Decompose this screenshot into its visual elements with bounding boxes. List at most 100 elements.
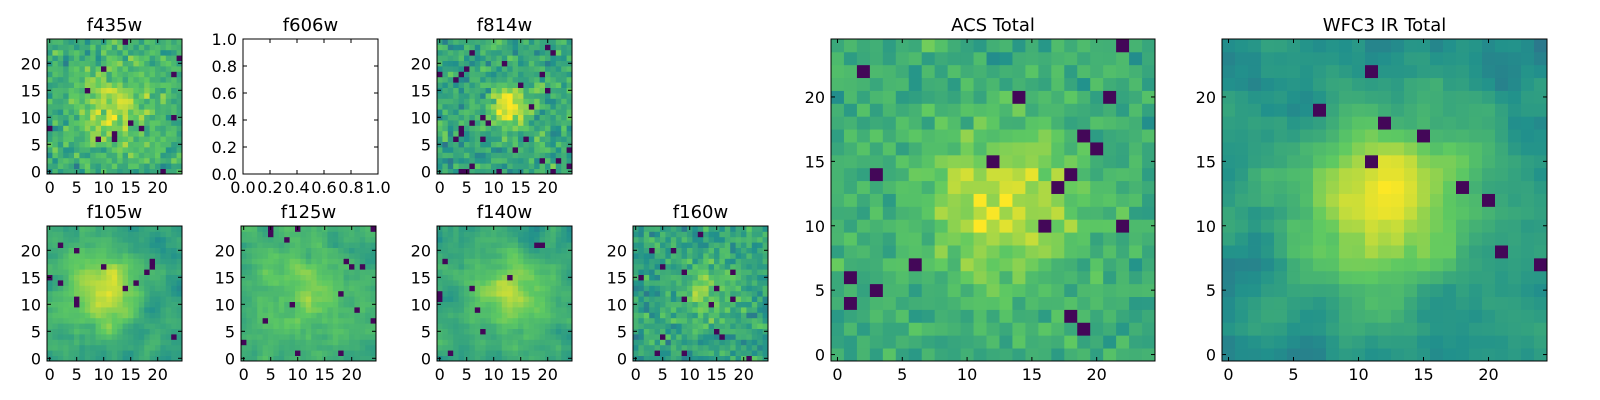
heatmap-cell [496,76,503,83]
heatmap-cell [660,269,666,275]
heatmap-cell [160,168,167,175]
heatmap-cell [751,242,758,248]
heatmap-cell [687,312,693,319]
heatmap-cell [155,98,161,105]
heatmap-cell [697,285,704,292]
heatmap-cell [74,328,80,335]
heatmap-cell [1103,245,1117,259]
heatmap-cell [117,328,123,335]
heatmap-cell [246,231,253,238]
heatmap-cell [1116,257,1130,272]
heatmap-cell [122,152,129,159]
heatmap-cell [74,163,80,169]
heatmap-cell [550,130,557,137]
heatmap-cell [1391,245,1405,259]
y-tick-label: 10 [21,108,41,127]
heatmap-cell [128,328,134,335]
heatmap-cell [633,307,639,313]
heatmap-cell [724,247,731,254]
y-tick-label: 5 [31,135,41,154]
heatmap-cell [555,312,562,319]
heatmap-cell [1116,219,1130,233]
heatmap-cell [447,71,454,78]
heatmap-cell [741,344,747,351]
heatmap-cell [171,39,177,45]
heatmap-cell [165,247,172,254]
heatmap-cell [63,344,69,351]
heatmap-cell [528,280,535,286]
heatmap-cell [327,280,334,286]
heatmap-cell [895,348,910,362]
heatmap-cell [649,307,655,313]
heatmap-cell [843,167,858,182]
heatmap-cell [708,339,715,346]
heatmap-cell [95,87,102,94]
heatmap-cell [284,274,290,281]
heatmap-cell [539,163,546,169]
heatmap-cell [74,231,80,238]
heatmap-cell [95,130,102,137]
heatmap-cell [518,136,524,142]
heatmap-cell [491,350,497,356]
heatmap-cell [165,152,172,159]
heatmap-cell [1495,309,1509,323]
heatmap-cell [165,55,172,61]
heatmap-cell [545,71,551,78]
heatmap-cell [79,339,86,346]
heatmap-cell [74,87,80,94]
heatmap-cell [501,339,508,346]
heatmap-cell [464,55,470,61]
heatmap-cell [507,280,513,286]
heatmap-cell [149,114,156,121]
heatmap-cell [128,136,134,142]
heatmap-cell [1404,219,1418,233]
heatmap-cell [501,120,508,126]
heatmap-cell [1378,193,1392,207]
heatmap-cell [246,247,253,254]
heatmap-cell [1077,116,1091,130]
heatmap-cell [999,219,1013,233]
heatmap-cell [349,247,355,254]
heatmap-cell [68,339,75,346]
heatmap-cell [165,71,172,78]
heatmap-cell [144,141,150,148]
heatmap-cell [155,317,161,324]
heatmap-cell [480,49,486,56]
heatmap-cell [1142,270,1156,285]
heatmap-cell [746,344,753,351]
heatmap-cell [1365,309,1379,323]
heatmap-cell [708,231,715,238]
heatmap-cell [246,328,253,335]
heatmap-cell [273,334,280,340]
heatmap-cell [665,307,672,313]
heatmap-cell [1339,270,1353,285]
heatmap-cell [68,168,75,175]
heatmap-cell [273,339,280,346]
heatmap-cell [480,60,486,67]
heatmap-cell [74,66,80,72]
heatmap-cell [155,125,161,132]
heatmap-cell [1287,270,1301,285]
heatmap-cells [1222,39,1548,362]
heatmap-cell [257,242,263,248]
heatmap-cell [149,93,156,99]
heatmap-cell [869,167,884,182]
heatmap-cell [251,301,258,308]
heatmap-cell [122,60,129,67]
heatmap-cell [246,280,253,286]
heatmap-cell [501,141,508,148]
heatmap-cell [856,90,871,104]
heatmap-cell [496,44,503,51]
heatmap-cell [171,296,177,302]
heatmap-cell [90,49,96,56]
heatmap-cell [501,157,508,164]
heatmap-cell [895,180,910,194]
panel-title: f105w [87,202,142,223]
heatmap-cell [79,60,86,67]
heatmap-cell [447,334,454,340]
heatmap-cell [122,114,129,121]
heatmap-cell [934,154,949,169]
heatmap-cell [52,296,59,302]
heatmap-cell [458,339,465,346]
